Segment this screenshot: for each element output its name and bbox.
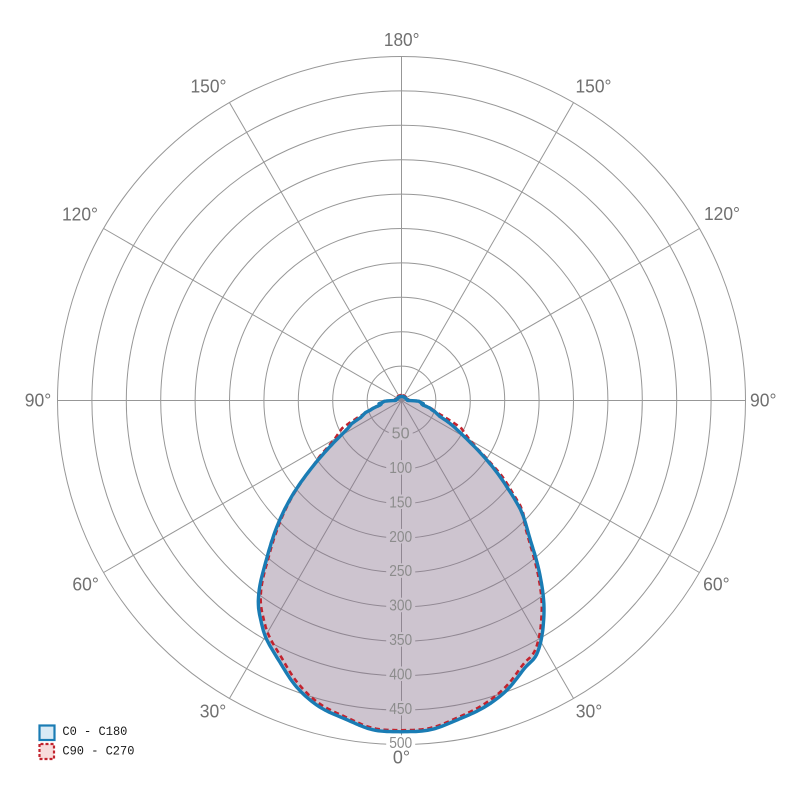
svg-text:C0 - C180: C0 - C180	[62, 725, 127, 739]
svg-text:150°: 150°	[191, 77, 227, 97]
svg-text:250: 250	[389, 563, 412, 580]
svg-text:60°: 60°	[72, 574, 99, 594]
svg-text:120°: 120°	[62, 205, 98, 225]
svg-text:100: 100	[389, 460, 412, 477]
svg-text:90°: 90°	[750, 390, 777, 410]
svg-text:60°: 60°	[703, 574, 730, 594]
svg-text:200: 200	[389, 529, 412, 546]
svg-text:450: 450	[389, 701, 412, 718]
svg-text:120°: 120°	[704, 204, 740, 224]
svg-text:150°: 150°	[576, 77, 612, 97]
svg-text:180°: 180°	[384, 30, 420, 50]
svg-text:90°: 90°	[25, 390, 52, 410]
svg-text:350: 350	[389, 632, 412, 649]
svg-text:150: 150	[389, 494, 412, 511]
svg-text:0°: 0°	[393, 748, 410, 768]
svg-text:400: 400	[389, 666, 412, 683]
svg-text:500: 500	[389, 735, 412, 752]
svg-text:50: 50	[392, 426, 410, 443]
svg-text:30°: 30°	[576, 702, 603, 722]
svg-text:30°: 30°	[200, 702, 227, 722]
svg-text:C90 - C270: C90 - C270	[62, 745, 134, 759]
svg-text:300: 300	[389, 598, 412, 615]
